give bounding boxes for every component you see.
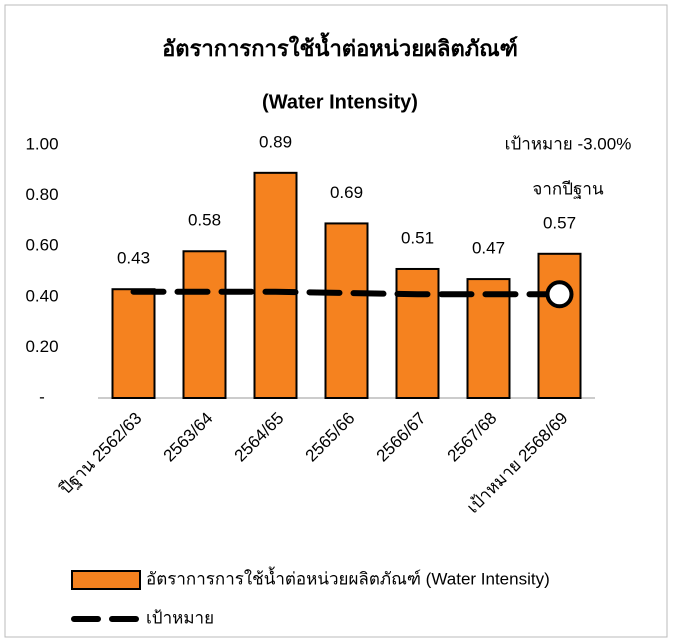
bar	[324, 222, 369, 399]
bar	[466, 278, 511, 399]
chart-title: อัตราการการใช้น้ำต่อหน่วยผลิตภัณฑ์	[162, 32, 518, 61]
data-label: 0.43	[117, 249, 150, 268]
legend-label: อัตราการการใช้น้ำต่อหน่วยผลิตภัณฑ์ (Wate…	[146, 566, 550, 588]
annotation: เป้าหมาย -3.00%	[505, 134, 632, 153]
data-label: 0.51	[401, 228, 434, 247]
y-tick-label: 0.80	[25, 185, 58, 204]
y-tick-label: 0.60	[25, 236, 58, 255]
y-tick-label: 1.00	[25, 134, 58, 153]
legend-swatch	[71, 570, 141, 590]
bar	[537, 252, 582, 399]
y-tick-label: 0.20	[25, 337, 58, 356]
target-line	[130, 288, 563, 298]
data-label: 0.69	[330, 183, 363, 202]
bar	[182, 250, 227, 399]
data-label: 0.57	[543, 213, 576, 232]
y-tick-label: -	[39, 387, 45, 406]
data-label: 0.89	[259, 132, 292, 151]
bar	[111, 288, 156, 399]
y-tick-label: 0.40	[25, 286, 58, 305]
legend-label: เป้าหมาย	[146, 608, 214, 627]
data-label: 0.47	[472, 239, 505, 258]
bar	[395, 267, 440, 399]
annotation: จากปีฐาน	[532, 179, 604, 199]
bar	[253, 171, 298, 399]
chart-subtitle: (Water Intensity)	[262, 91, 418, 113]
data-label: 0.58	[188, 211, 221, 230]
target-marker	[545, 280, 574, 309]
